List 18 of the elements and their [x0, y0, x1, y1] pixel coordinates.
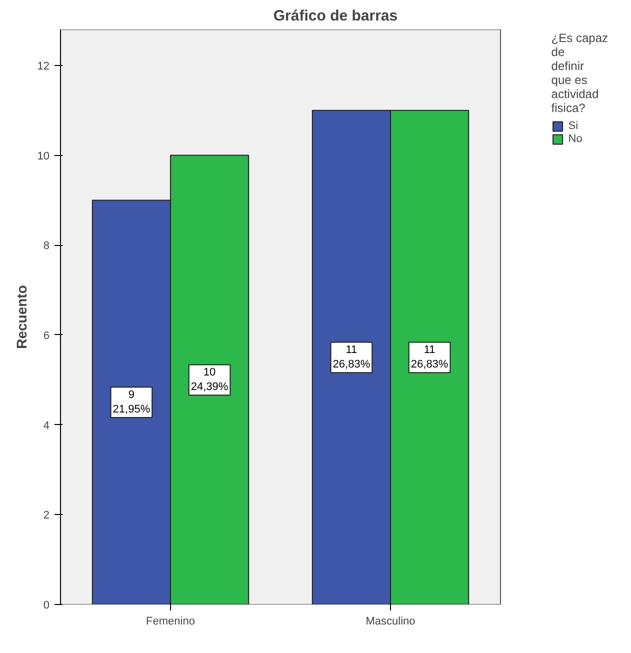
legend-title: ¿Es capaz de definir que es actividad fisica? [551, 31, 608, 115]
y-tick-label: 10 [37, 150, 50, 162]
y-tick-label: 6 [43, 330, 50, 342]
x-tick-label: Masculino [366, 616, 416, 628]
y-tick-label: 0 [43, 600, 50, 612]
legend-label: No [568, 133, 584, 145]
y-tick-label: 4 [43, 420, 50, 432]
y-tick-label: 2 [43, 510, 50, 522]
data-label: 11 26,83% [332, 344, 370, 371]
y-axis-title: Recuento [13, 285, 30, 349]
legend-label: Si [568, 120, 580, 132]
x-tick-label: Femenino [146, 616, 195, 628]
data-label: 9 21,95% [112, 389, 150, 416]
y-tick-label: 8 [43, 240, 50, 252]
chart-title: Gráfico de barras [273, 8, 398, 24]
data-label: 10 24,39% [190, 366, 228, 394]
y-tick-label: 12 [37, 60, 50, 72]
data-label: 11 26,83% [410, 344, 448, 371]
